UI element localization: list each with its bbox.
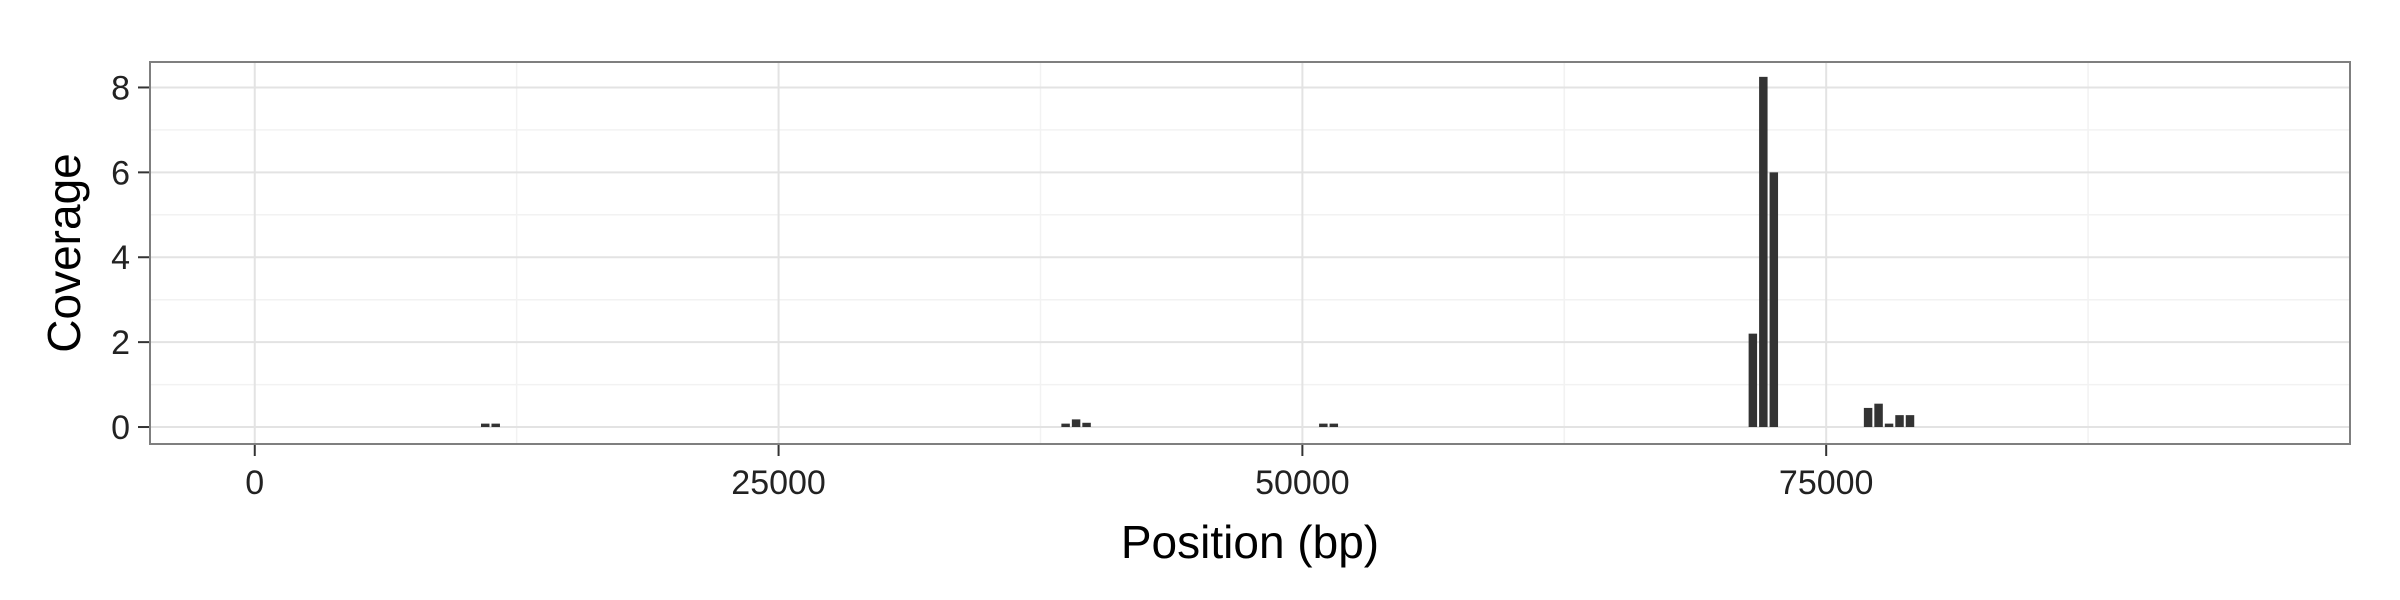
x-axis-title: Position (bp)	[1121, 516, 1379, 568]
bar	[1748, 333, 1758, 428]
plot-panel-border	[149, 61, 2351, 445]
y-tick-label: 4	[111, 239, 130, 277]
bar	[1905, 415, 1915, 428]
bar	[1769, 172, 1779, 428]
x-tick-label: 50000	[1255, 464, 1350, 502]
y-tick-label: 6	[111, 154, 130, 192]
bar	[481, 423, 490, 428]
bar	[1759, 76, 1768, 428]
bar	[1061, 423, 1070, 428]
y-tick-label: 2	[111, 324, 130, 362]
y-tick-label: 0	[111, 409, 130, 447]
grid-lines	[150, 62, 2350, 444]
x-tick-label: 0	[245, 464, 264, 502]
bar	[1329, 423, 1339, 428]
bar	[1082, 422, 1091, 428]
bar	[1863, 407, 1873, 428]
y-tick-label: 8	[111, 69, 130, 107]
bar	[1884, 423, 1894, 428]
bars	[481, 76, 1915, 428]
y-axis-title: Coverage	[38, 153, 90, 352]
bar	[491, 423, 500, 428]
x-axis: 0 25000 50000 75000	[245, 444, 1873, 502]
y-axis: 0 2 4 6 8	[111, 69, 150, 447]
x-tick-label: 75000	[1779, 464, 1874, 502]
bar	[1874, 403, 1883, 428]
bar	[1895, 415, 1904, 428]
bar	[1319, 423, 1328, 428]
bar	[1071, 419, 1081, 428]
x-tick-label: 25000	[731, 464, 826, 502]
